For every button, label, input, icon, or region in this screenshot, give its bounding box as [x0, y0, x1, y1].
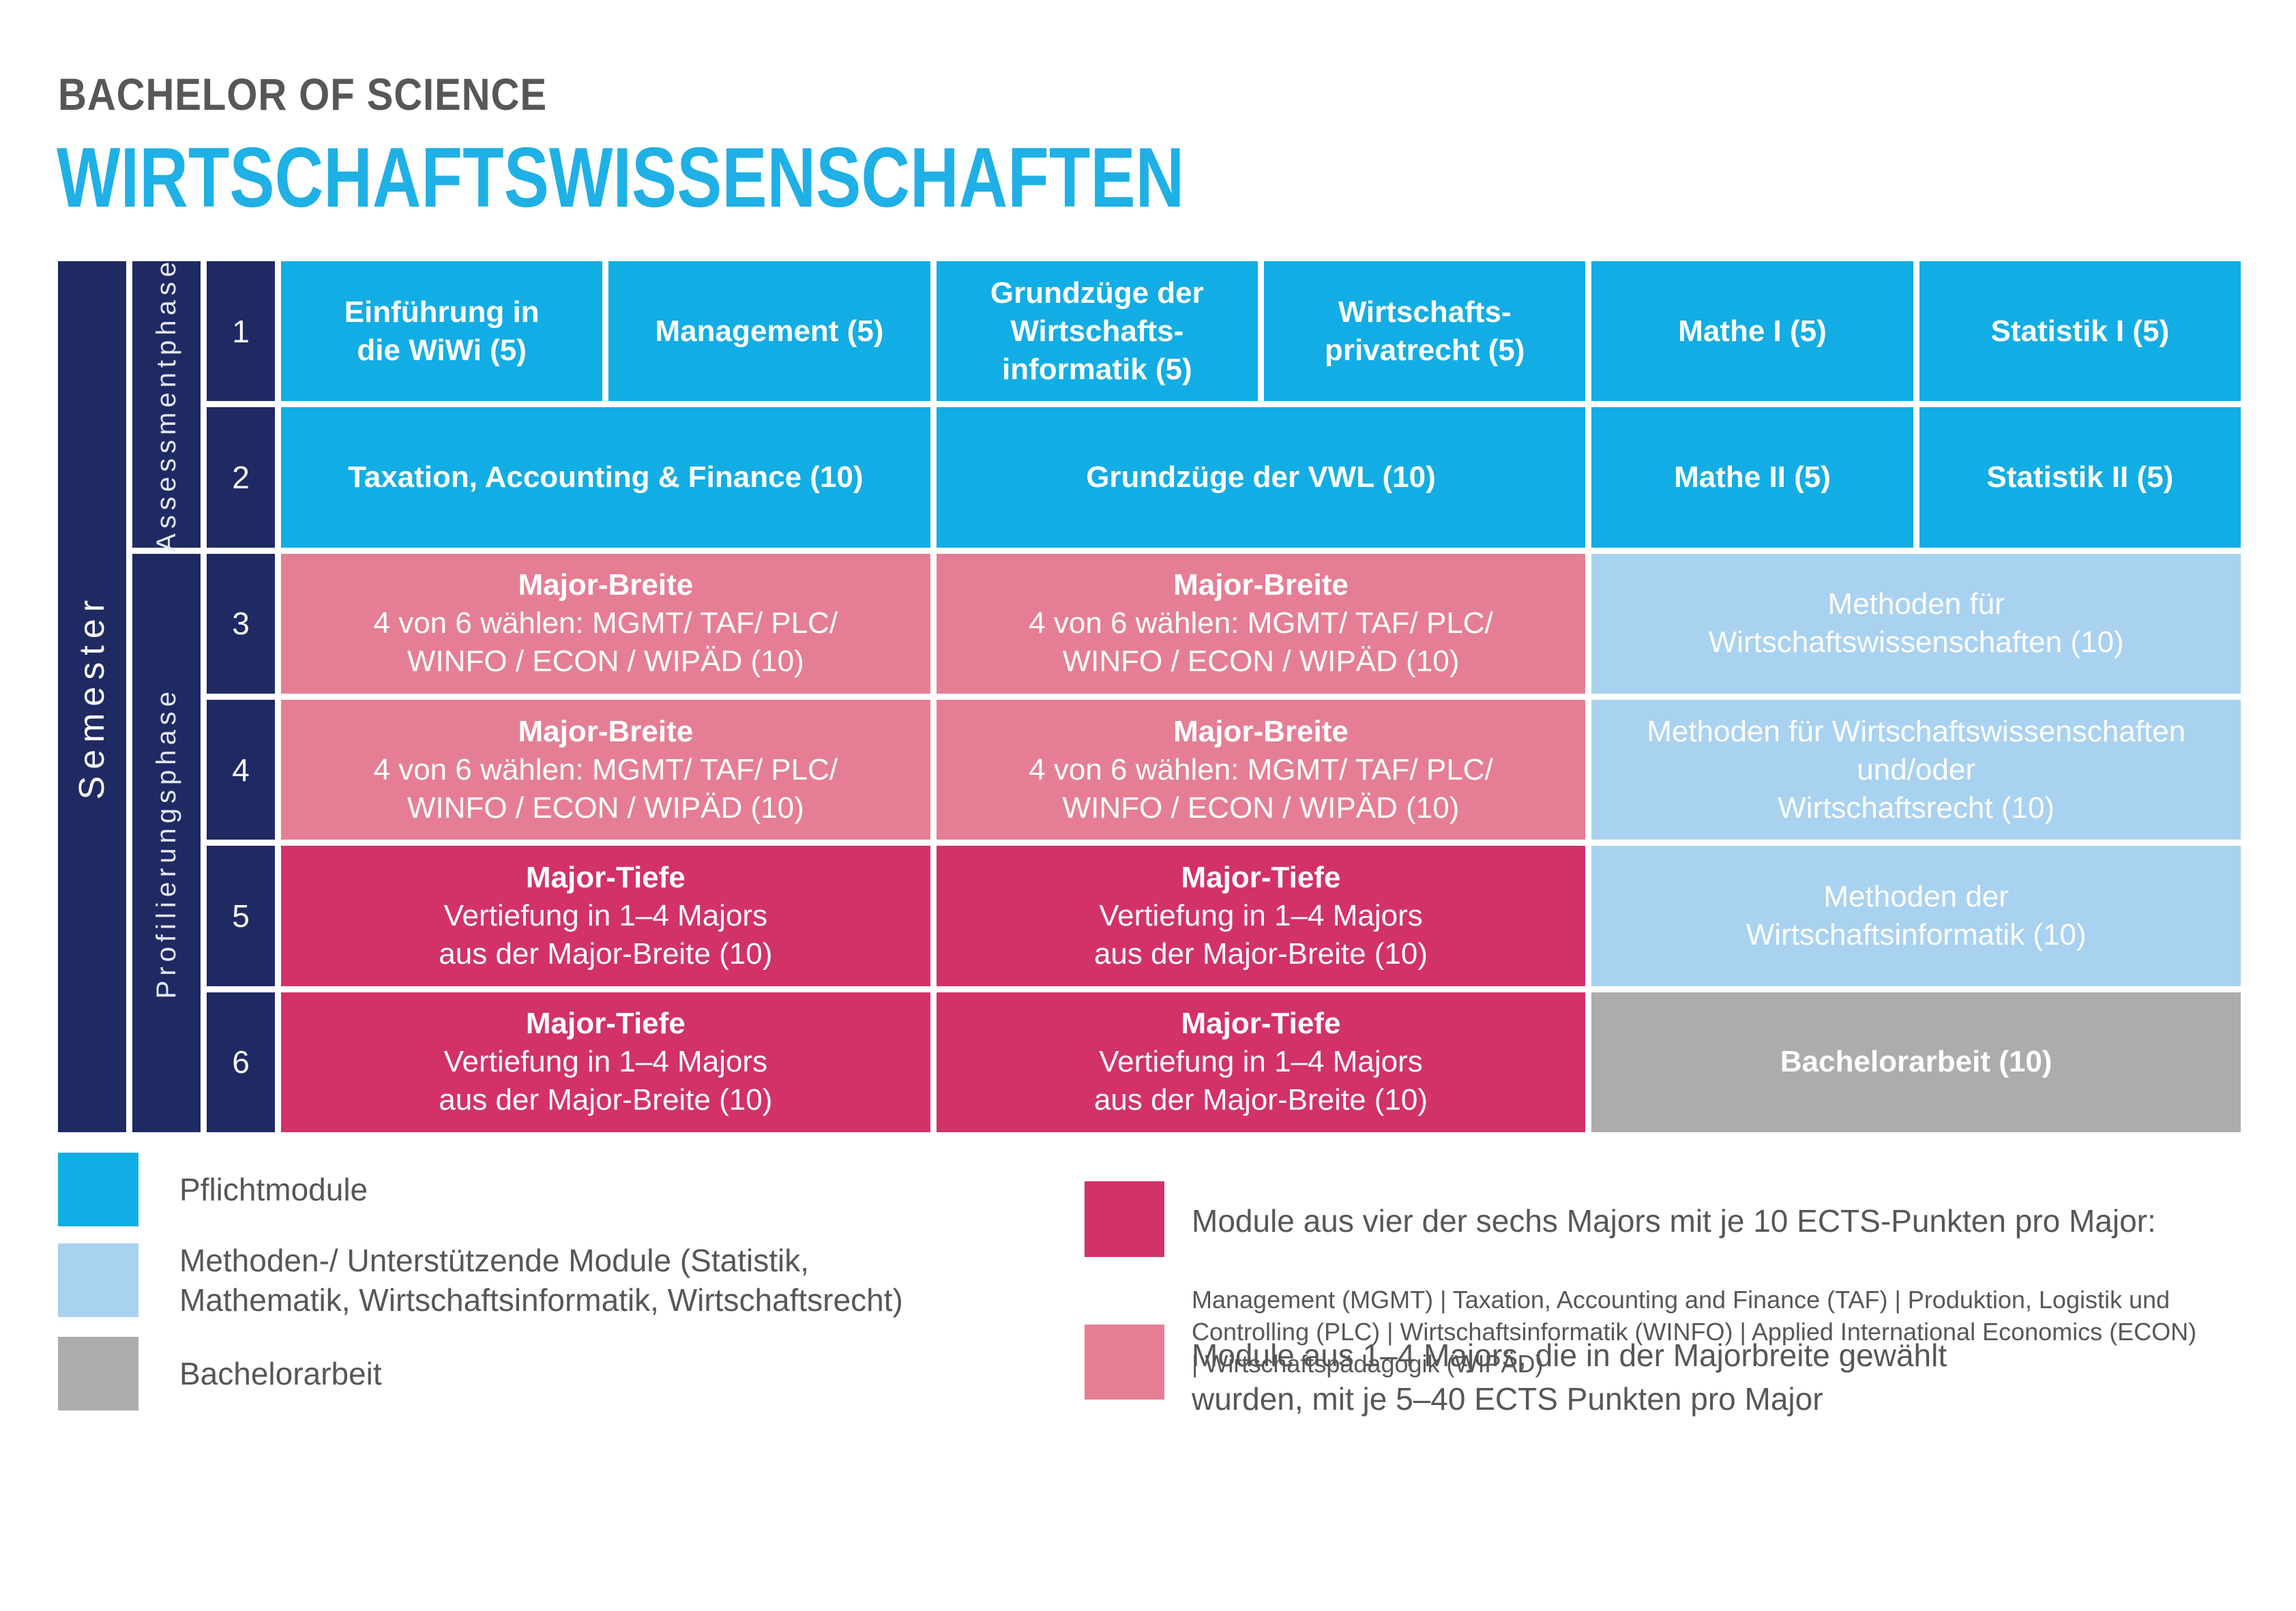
module-text: Mathe I (5) — [1678, 314, 1827, 348]
module-body: 4 von 6 wählen: MGMT/ TAF/ PLC/ WINFO / … — [373, 752, 838, 825]
module-cell-taxation-accounting-finance: Taxation, Accounting & Finance (10) — [281, 407, 930, 548]
module-cell-mathe-1: Mathe I (5) — [1591, 261, 1913, 402]
module-title: Major-Breite — [518, 714, 694, 748]
module-title: Major-Tiefe — [1181, 1007, 1341, 1041]
module-cell-methoden-wiwi-wirtschaftsrecht: Methoden für Wirtschaftswissenschaften u… — [1591, 699, 2241, 840]
legend-swatch-pflichtmodule — [58, 1153, 138, 1226]
semester-number-4: 4 — [207, 699, 275, 840]
semester-number-1: 1 — [207, 261, 275, 402]
module-cell-major-tiefe-s6-left: Major-Tiefe Vertiefung in 1–4 Majors aus… — [281, 992, 930, 1132]
module-text: Methoden für Wirtschaftswissenschaften (… — [1708, 587, 2124, 660]
module-cell-major-tiefe-s5-left: Major-Tiefe Vertiefung in 1–4 Majors aus… — [281, 846, 930, 986]
legend-swatch-methoden-module — [58, 1243, 138, 1317]
semester-number-5: 5 — [207, 846, 275, 986]
module-body: Vertiefung in 1–4 Majors aus der Major-B… — [1093, 898, 1428, 971]
module-cell-major-breite-s4-right: Major-Breite 4 von 6 wählen: MGMT/ TAF/ … — [936, 699, 1586, 840]
legend-label-majors-10ects: Module aus vier der sechs Majors mit je … — [1192, 1161, 2196, 1419]
module-title: Major-Breite — [1173, 714, 1349, 748]
legend-swatch-bachelorarbeit — [58, 1337, 138, 1410]
legend-label-bachelorarbeit: Bachelorarbeit — [179, 1356, 382, 1391]
legend-label-majors-5to40: Module aus 1–4 Majors, die in der Majorb… — [1192, 1337, 1947, 1417]
module-cell-major-tiefe-s5-right: Major-Tiefe Vertiefung in 1–4 Majors aus… — [936, 846, 1586, 986]
module-title: Major-Tiefe — [525, 1007, 686, 1041]
module-cell-management: Management (5) — [608, 261, 930, 402]
semester-number-2: 2 — [207, 407, 275, 548]
legend-majors-title: Module aus vier der sechs Majors mit je … — [1192, 1203, 2156, 1239]
module-title: Major-Tiefe — [525, 860, 686, 894]
semester-number-3: 3 — [207, 553, 275, 694]
module-cell-bachelorarbeit: Bachelorarbeit (10) — [1591, 992, 2241, 1132]
phase-assessment-label: Assessmentphase — [151, 256, 181, 552]
semester-number-6: 6 — [207, 992, 275, 1132]
module-text: Mathe II (5) — [1674, 460, 1831, 494]
legend-label-methoden-module: Methoden-/ Unterstützende Module (Statis… — [179, 1243, 903, 1318]
module-cell-major-breite-s4-left: Major-Breite 4 von 6 wählen: MGMT/ TAF/ … — [281, 699, 930, 840]
module-body: 4 von 6 wählen: MGMT/ TAF/ PLC/ WINFO / … — [373, 606, 838, 679]
module-cell-methoden-wiwi: Methoden für Wirtschaftswissenschaften (… — [1591, 553, 2241, 694]
module-body: 4 von 6 wählen: MGMT/ TAF/ PLC/ WINFO / … — [1029, 606, 1493, 679]
module-body: Vertiefung in 1–4 Majors aus der Major-B… — [1093, 1045, 1428, 1117]
module-cell-statistik-2: Statistik II (5) — [1919, 407, 2241, 548]
program-title: WIRTSCHAFTSWISSENSCHAFTEN — [57, 131, 1185, 225]
module-cell-methoden-wirtschaftsinformatik: Methoden der Wirtschaftsinformatik (10) — [1591, 846, 2241, 986]
module-text: Statistik II (5) — [1986, 460, 2174, 494]
module-cell-grundzuege-wirtschaftsinformatik: Grundzüge der Wirtschafts- informatik (5… — [936, 261, 1258, 402]
module-cell-grundzuege-vwl: Grundzüge der VWL (10) — [936, 407, 1586, 548]
module-body: Vertiefung in 1–4 Majors aus der Major-B… — [439, 1045, 773, 1117]
module-cell-mathe-2: Mathe II (5) — [1591, 407, 1913, 548]
phase-profiling: Profilierungsphase — [132, 553, 201, 1132]
module-title: Major-Breite — [518, 568, 694, 602]
legend-swatch-majors-10ects — [1085, 1181, 1164, 1257]
module-text: Wirtschafts- privatrecht (5) — [1324, 295, 1525, 367]
phase-profiling-label: Profilierungsphase — [151, 687, 181, 999]
curriculum-table: Semester Assessmentphase Profilierungsph… — [58, 257, 2241, 1132]
legend-label-pflichtmodule: Pflichtmodule — [179, 1172, 368, 1207]
legend-swatch-majors-5to40 — [1085, 1325, 1164, 1400]
module-cell-major-breite-s3-right: Major-Breite 4 von 6 wählen: MGMT/ TAF/ … — [936, 553, 1586, 694]
module-cell-wirtschaftsprivatrecht: Wirtschafts- privatrecht (5) — [1264, 261, 1586, 402]
module-text: Grundzüge der Wirtschafts- informatik (5… — [990, 276, 1204, 386]
module-text: Methoden der Wirtschaftsinformatik (10) — [1746, 879, 2087, 951]
module-body: Vertiefung in 1–4 Majors aus der Major-B… — [439, 898, 773, 971]
module-text: Einführung in die WiWi (5) — [344, 295, 540, 367]
module-text: Methoden für Wirtschaftswissenschaften u… — [1647, 714, 2186, 825]
module-title: Major-Breite — [1173, 568, 1349, 602]
module-text: Statistik I (5) — [1990, 314, 2170, 348]
degree-title: BACHELOR OF SCIENCE — [58, 69, 547, 119]
module-cell-einfuehrung-wiwi: Einführung in die WiWi (5) — [281, 261, 603, 402]
module-text: Grundzüge der VWL (10) — [1086, 460, 1436, 494]
module-cell-statistik-1: Statistik I (5) — [1919, 261, 2241, 402]
module-cell-major-breite-s3-left: Major-Breite 4 von 6 wählen: MGMT/ TAF/ … — [281, 553, 930, 694]
module-text: Taxation, Accounting & Finance (10) — [348, 460, 864, 494]
semester-axis: Semester — [58, 261, 126, 1132]
module-cell-major-tiefe-s6-right: Major-Tiefe Vertiefung in 1–4 Majors aus… — [936, 992, 1586, 1132]
module-body: 4 von 6 wählen: MGMT/ TAF/ PLC/ WINFO / … — [1029, 752, 1493, 825]
semester-axis-label: Semester — [72, 593, 112, 800]
phase-assessment: Assessmentphase — [132, 257, 201, 552]
module-title: Major-Tiefe — [1181, 860, 1341, 894]
module-text: Management (5) — [655, 314, 884, 348]
module-text: Bachelorarbeit (10) — [1780, 1045, 2052, 1079]
legend-majors-detail: Management (MGMT) | Taxation, Accounting… — [1192, 1286, 2197, 1378]
